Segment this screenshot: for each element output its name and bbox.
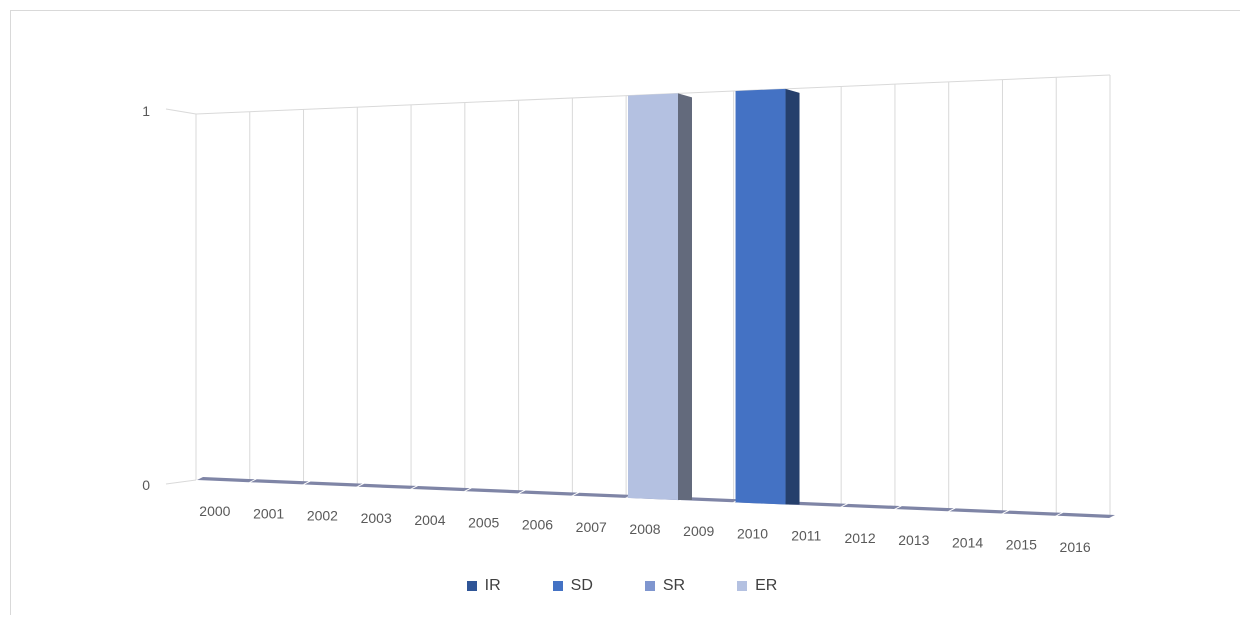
legend-item-er: ER — [737, 574, 777, 598]
x-tick-label: 2002 — [307, 508, 338, 524]
x-tick-label: 2005 — [468, 514, 499, 530]
x-tick-label: 2011 — [791, 528, 821, 544]
legend-label: ER — [755, 577, 778, 594]
x-tick-label: 2006 — [522, 517, 553, 533]
x-tick-label: 2009 — [683, 523, 714, 539]
floor-slab — [842, 503, 900, 510]
floor-slab — [358, 483, 417, 489]
x-tick-label: 2014 — [952, 534, 983, 550]
y-tick-label: 0 — [142, 477, 150, 493]
y-tick-mark — [165, 479, 197, 485]
floor-slab — [573, 492, 632, 498]
x-tick-label: 2013 — [898, 532, 929, 548]
x-tick-label: 2010 — [737, 525, 768, 541]
y-tick-label: 1 — [142, 103, 150, 119]
x-tick-label: 2003 — [361, 510, 392, 526]
floor-slab — [1003, 510, 1062, 516]
x-tick-label: 2012 — [844, 530, 875, 546]
floor-slab — [250, 479, 309, 485]
bar-sd-2010 — [735, 88, 786, 505]
legend-label: SD — [570, 577, 593, 594]
legend-swatch — [737, 581, 748, 591]
x-tick-label: 2016 — [1060, 539, 1091, 555]
x-tick-label: 2000 — [199, 503, 230, 519]
floor-slab — [465, 488, 524, 494]
floor-slab — [197, 477, 255, 483]
x-tick-label: 2004 — [414, 512, 445, 528]
legend-item-ir: IR — [466, 574, 501, 598]
bar-side — [678, 93, 692, 501]
x-tick-label: 2001 — [253, 505, 284, 521]
floor-slab — [519, 490, 578, 496]
floor-slab — [304, 481, 363, 487]
floor-slab — [680, 497, 739, 503]
x-tick-label: 2008 — [629, 521, 660, 537]
floor-slab — [412, 485, 470, 492]
legend-swatch — [552, 581, 563, 591]
legend-item-sd: SD — [552, 574, 593, 598]
chart-frame — [10, 10, 1240, 615]
floor-slab — [1057, 512, 1115, 518]
legend-item-sr: SR — [644, 574, 686, 598]
chart-legend: IR SD SR ER — [0, 574, 1244, 598]
bar-side — [785, 88, 800, 505]
floor-slab — [895, 506, 954, 512]
x-tick-label: 2007 — [576, 519, 607, 535]
legend-swatch — [466, 581, 477, 591]
floor-slab — [788, 501, 847, 507]
legend-label: SR — [662, 577, 686, 594]
x-tick-label: 2015 — [1006, 537, 1037, 553]
y-tick-mark — [165, 108, 197, 115]
bar-er-2008 — [628, 93, 678, 501]
legend-label: IR — [484, 577, 501, 594]
floor-slab — [949, 508, 1008, 514]
legend-swatch — [644, 581, 655, 591]
